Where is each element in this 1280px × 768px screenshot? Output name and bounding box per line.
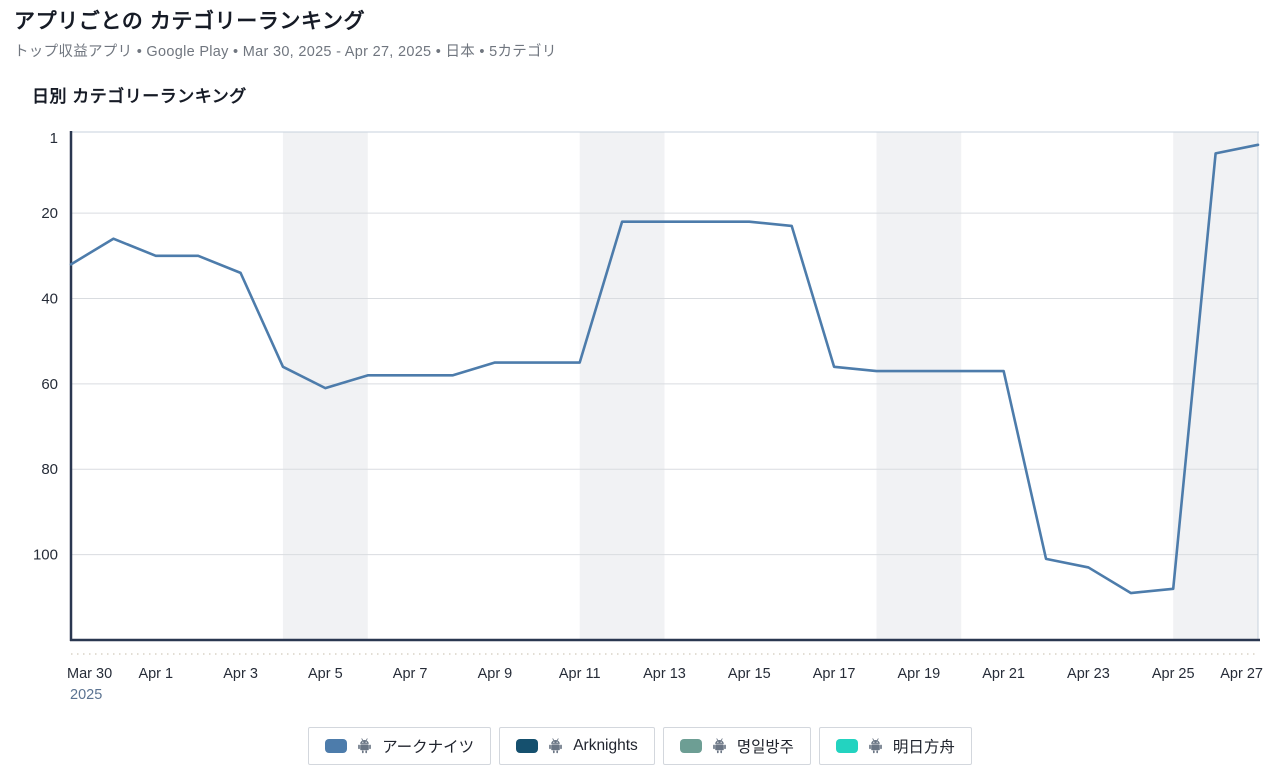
gridlines [71,212,1258,556]
x-axis-labels: Mar 30 Apr 1 Apr 3 Apr 5 Apr 7 Apr 9 Apr 11 Apr… [67,666,1263,703]
chart-section-title: 日別 カテゴリーランキング [32,87,247,106]
x-tick-label: Apr 19 [897,666,940,682]
x-tick-label: Apr 15 [728,666,771,682]
series-name-label: 明日方舟 [892,739,955,756]
weekend-band [579,132,665,640]
weekend-band [876,132,962,640]
x-tick-label: Apr 5 [308,666,343,682]
x-tick-label: Apr 1 [138,666,173,682]
weekend-band [1173,132,1258,640]
x-tick-label: Apr 23 [1067,666,1110,682]
x-tick-label: Apr 27 [1220,666,1263,682]
x-tick-label: Apr 21 [982,666,1025,682]
y-tick-label: 80 [41,461,58,478]
x-tick-label: Apr 25 [1152,666,1195,682]
y-tick-label: 20 [41,205,58,222]
y-tick-label: 40 [41,290,58,307]
series-color-swatch [679,739,702,753]
report-subtitle: トップ収益アプリ • Google Play • Mar 30, 2025 - … [14,44,557,60]
series-name-label: 명일방주 [736,739,794,756]
plot-borders [69,131,1260,642]
series-lines [69,143,1260,595]
android-icon [358,738,371,754]
weekend-bands [282,132,1258,640]
x-tick-label: Apr 3 [223,666,258,682]
series-name-label: アークナイツ [382,739,475,756]
y-tick-label: 60 [41,376,58,393]
series-name-label: Arknights [573,737,638,754]
x-tick-label: Apr 13 [643,666,686,682]
legend-item-Arknights[interactable]: Arknights [499,727,655,765]
x-tick-label: Apr 11 [559,666,601,682]
x-tick-label: Mar 30 [67,666,112,682]
series-color-swatch [516,739,539,753]
chart-legend: アークナイツ Arknights 명일방주 明日方舟 [0,727,1280,765]
x-tick-label: Apr 17 [813,666,856,682]
page-title: アプリごとの カテゴリーランキング [14,10,366,33]
rank-line-アークナイツ [69,143,1260,595]
x-tick-label: Apr 9 [478,666,513,682]
legend-item-明日方舟[interactable]: 明日方舟 [818,727,972,765]
legend-item-アークナイツ[interactable]: アークナイツ [308,727,492,765]
series-color-swatch [835,739,858,753]
y-axis-labels: 1 20 40 60 80 100 [33,130,58,564]
android-icon [869,738,882,754]
android-icon [712,738,726,754]
x-tick-label: Apr 7 [393,666,428,682]
series-color-swatch [325,739,348,753]
y-tick-label: 1 [50,130,58,147]
weekend-band [282,132,368,640]
y-tick-label: 100 [33,547,58,564]
x-axis-year-label: 2025 [70,687,102,703]
android-icon [549,738,563,754]
legend-item-명일방주[interactable]: 명일방주 [662,727,811,765]
